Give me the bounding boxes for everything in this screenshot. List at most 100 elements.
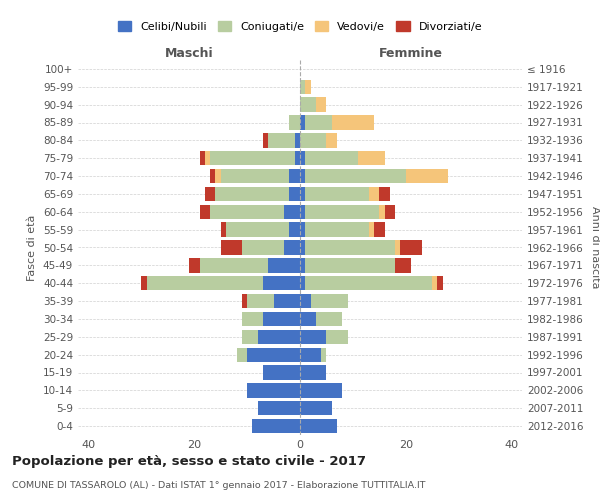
Bar (432, 276, 437, 290)
Bar (300, 80, 305, 94)
Bar (300, 151, 305, 166)
Bar (247, 348, 300, 362)
Bar (305, 151, 358, 166)
Bar (210, 151, 295, 166)
Bar (226, 222, 289, 237)
Bar (379, 204, 385, 219)
Bar (263, 133, 268, 148)
Bar (300, 383, 342, 398)
Bar (284, 204, 300, 219)
Bar (221, 222, 226, 237)
Bar (379, 187, 390, 201)
Bar (221, 169, 289, 183)
Y-axis label: Anni di nascita: Anni di nascita (590, 206, 600, 289)
Bar (242, 312, 263, 326)
Bar (305, 169, 406, 183)
Bar (437, 276, 443, 290)
Bar (300, 276, 305, 290)
Bar (147, 276, 263, 290)
Bar (305, 80, 311, 94)
Y-axis label: Fasce di età: Fasce di età (28, 214, 37, 280)
Bar (305, 240, 395, 254)
Bar (205, 151, 210, 166)
Bar (210, 169, 215, 183)
Bar (300, 366, 326, 380)
Bar (268, 133, 295, 148)
Bar (189, 258, 200, 272)
Bar (274, 294, 300, 308)
Bar (326, 133, 337, 148)
Bar (295, 151, 300, 166)
Bar (215, 169, 221, 183)
Bar (326, 330, 347, 344)
Text: Maschi: Maschi (164, 47, 214, 60)
Bar (200, 204, 210, 219)
Bar (242, 330, 258, 344)
Bar (332, 116, 374, 130)
Bar (300, 204, 305, 219)
Bar (305, 187, 369, 201)
Bar (263, 366, 300, 380)
Bar (263, 276, 300, 290)
Bar (300, 258, 305, 272)
Bar (369, 187, 379, 201)
Bar (374, 222, 385, 237)
Bar (300, 294, 311, 308)
Bar (200, 151, 205, 166)
Bar (300, 348, 321, 362)
Bar (406, 169, 448, 183)
Bar (221, 240, 242, 254)
Bar (236, 348, 247, 362)
Bar (253, 419, 300, 433)
Bar (242, 240, 284, 254)
Bar (300, 419, 337, 433)
Bar (242, 294, 247, 308)
Bar (316, 312, 342, 326)
Bar (300, 222, 305, 237)
Bar (142, 276, 147, 290)
Bar (263, 312, 300, 326)
Bar (300, 133, 326, 148)
Bar (289, 187, 300, 201)
Bar (305, 116, 332, 130)
Bar (300, 187, 305, 201)
Bar (300, 312, 316, 326)
Bar (311, 294, 347, 308)
Bar (358, 151, 385, 166)
Bar (369, 222, 374, 237)
Bar (305, 222, 369, 237)
Legend: Celibi/Nubili, Coniugati/e, Vedovi/e, Divorziati/e: Celibi/Nubili, Coniugati/e, Vedovi/e, Di… (113, 17, 487, 36)
Bar (210, 204, 284, 219)
Bar (400, 240, 422, 254)
Bar (247, 294, 274, 308)
Bar (395, 258, 411, 272)
Bar (305, 276, 432, 290)
Bar (316, 98, 326, 112)
Bar (300, 169, 305, 183)
Text: COMUNE DI TASSAROLO (AL) - Dati ISTAT 1° gennaio 2017 - Elaborazione TUTTITALIA.: COMUNE DI TASSAROLO (AL) - Dati ISTAT 1°… (12, 480, 425, 490)
Bar (289, 222, 300, 237)
Bar (300, 401, 332, 415)
Text: Femmine: Femmine (379, 47, 443, 60)
Bar (289, 169, 300, 183)
Bar (247, 383, 300, 398)
Bar (300, 330, 326, 344)
Bar (395, 240, 400, 254)
Bar (215, 187, 289, 201)
Bar (295, 133, 300, 148)
Bar (205, 187, 215, 201)
Bar (321, 348, 326, 362)
Bar (268, 258, 300, 272)
Bar (200, 258, 268, 272)
Bar (385, 204, 395, 219)
Bar (300, 240, 305, 254)
Bar (300, 98, 316, 112)
Bar (258, 330, 300, 344)
Bar (305, 258, 395, 272)
Bar (258, 401, 300, 415)
Bar (284, 240, 300, 254)
Bar (300, 116, 305, 130)
Bar (289, 116, 300, 130)
Text: Popolazione per età, sesso e stato civile - 2017: Popolazione per età, sesso e stato civil… (12, 455, 366, 468)
Bar (305, 204, 379, 219)
